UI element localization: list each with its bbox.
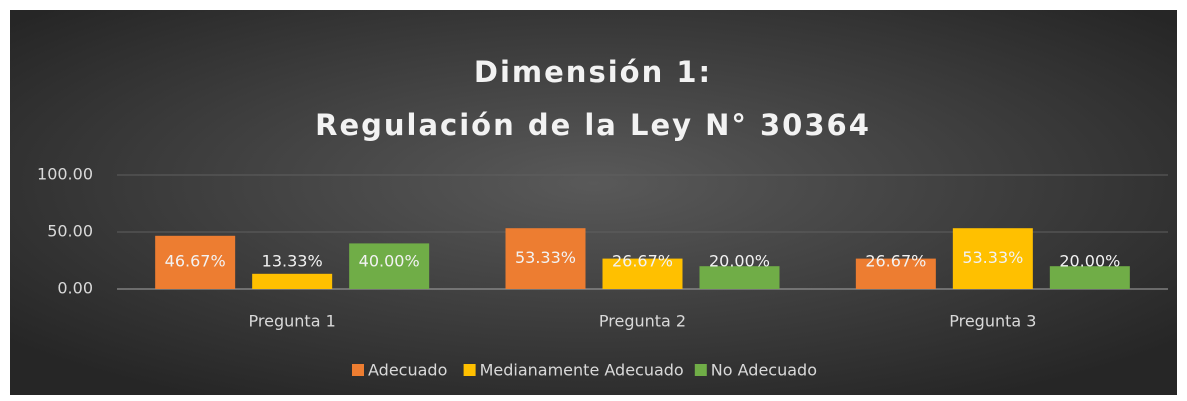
data-label: 20.00% bbox=[1059, 252, 1120, 271]
chart-background bbox=[10, 10, 1177, 395]
chart-title: Regulación de la Ley N° 30364 bbox=[315, 108, 871, 142]
data-label: 26.67% bbox=[612, 252, 673, 271]
legend-swatch bbox=[694, 364, 707, 376]
legend-label: Adecuado bbox=[368, 361, 447, 380]
data-label: 53.33% bbox=[962, 248, 1023, 267]
data-label: 46.67% bbox=[165, 252, 226, 271]
data-label: 53.33% bbox=[515, 248, 576, 267]
legend-label: No Adecuado bbox=[711, 361, 817, 380]
bar bbox=[952, 228, 1033, 289]
legend-label: Medianamente Adecuado bbox=[480, 361, 684, 380]
legend-swatch bbox=[463, 364, 476, 376]
bar bbox=[1049, 266, 1130, 289]
bar bbox=[155, 235, 236, 289]
y-tick-label: 50.00 bbox=[47, 222, 93, 241]
chart-title: Dimensión 1: bbox=[474, 55, 712, 89]
data-label: 26.67% bbox=[865, 252, 926, 271]
bar bbox=[505, 228, 586, 289]
y-tick-label: 0.00 bbox=[57, 279, 93, 298]
x-tick-label: Pregunta 2 bbox=[599, 312, 686, 331]
legend-swatch bbox=[352, 364, 364, 376]
bar bbox=[252, 273, 333, 289]
y-tick-label: 100.00 bbox=[37, 165, 93, 184]
x-tick-label: Pregunta 3 bbox=[949, 312, 1036, 331]
bar bbox=[699, 266, 780, 289]
bar bbox=[349, 243, 430, 289]
x-tick-label: Pregunta 1 bbox=[249, 312, 336, 331]
data-label: 40.00% bbox=[359, 252, 420, 271]
bar bbox=[602, 258, 683, 289]
data-label: 13.33% bbox=[262, 252, 323, 271]
data-label: 20.00% bbox=[709, 252, 770, 271]
bar bbox=[855, 258, 936, 289]
